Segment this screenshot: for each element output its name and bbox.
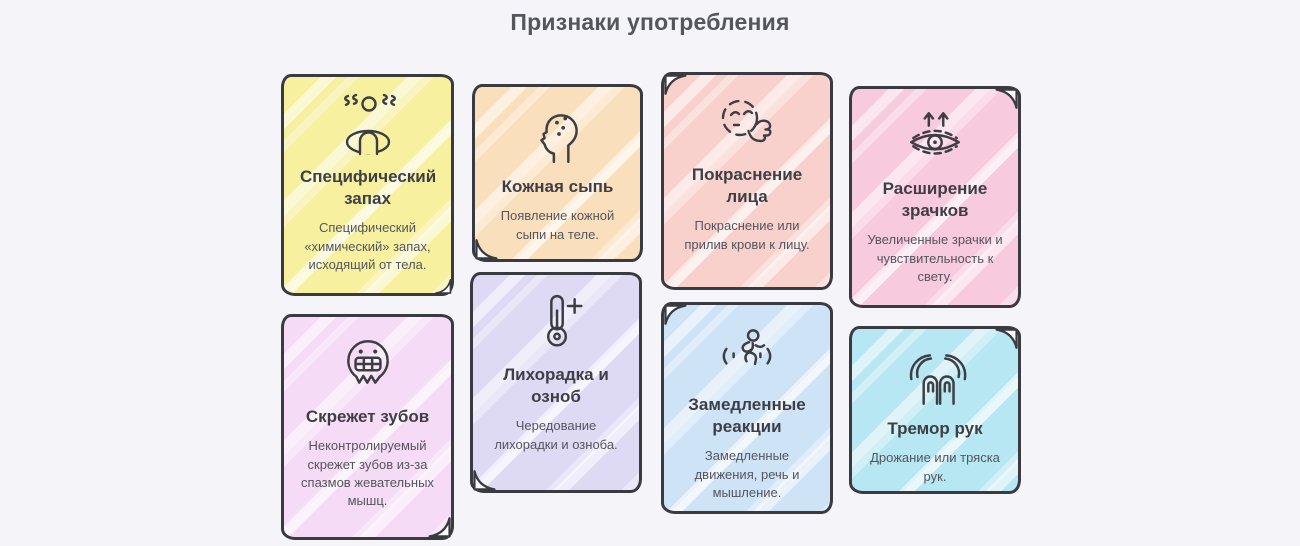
card-title: Расширение зрачков [882, 179, 988, 221]
head-rash-icon [485, 101, 630, 167]
card-description: Покраснение или прилив крови к лицу. [684, 218, 810, 252]
gritted-teeth-face-icon [294, 331, 441, 397]
card-description: Неконтролируемый скрежет зубов из-за спа… [301, 438, 434, 509]
folded-corner [435, 278, 452, 294]
card-title: Покраснение лица [691, 165, 803, 207]
dilated-pupil-eye-icon [862, 103, 1008, 169]
card-specific-smell: Специфический запах Специфический «химич… [281, 74, 454, 296]
folded-corner [664, 74, 687, 95]
card-description: Чередование лихорадки и озноба. [494, 418, 618, 452]
page-title: Признаки употребления [510, 9, 790, 35]
card-title: Тремор рук [887, 419, 983, 438]
thermometer-plus-icon [483, 289, 629, 355]
card-title: Кожная сыпь [501, 177, 614, 196]
slow-runner-icon [674, 319, 820, 385]
card-title: Лихорадка и озноб [503, 365, 609, 407]
card-hand-tremor: Тремор рук Дрожание или тряска рук. [849, 326, 1021, 494]
card-fever-chills: Лихорадка и озноб Чередование лихорадки … [470, 272, 642, 493]
card-title: Замедленные реакции [688, 395, 806, 437]
trembling-fingers-icon [862, 343, 1008, 409]
folded-corner [995, 328, 1018, 349]
card-teeth-grinding: Скрежет зубов Неконтролируемый скрежет з… [281, 314, 454, 540]
folded-corner [995, 88, 1018, 109]
card-description: Появление кожной сыпи на теле. [500, 208, 615, 242]
card-description: Специфический «химический» запах, исходя… [304, 220, 431, 273]
card-skin-rash: Кожная сыпь Появление кожной сыпи на тел… [472, 84, 643, 262]
folded-corner [664, 304, 687, 325]
flushed-face-icon [674, 89, 820, 155]
card-slow-reactions: Замедленные реакции Замедленные движения… [661, 302, 833, 514]
card-pupil-dilation: Расширение зрачков Увеличенные зрачки и … [849, 86, 1021, 308]
folded-corner [428, 517, 451, 538]
folded-corner [473, 470, 496, 491]
card-title: Скрежет зубов [305, 407, 430, 426]
card-description: Увеличенные зрачки и чувствительность к … [867, 232, 1003, 285]
body-odor-icon [294, 91, 441, 157]
card-description: Замедленные движения, речь и мышление. [694, 448, 800, 501]
card-face-redness: Покраснение лица Покраснение или прилив … [661, 72, 833, 290]
folded-corner [475, 239, 498, 260]
card-title: Специфический запах [300, 167, 437, 209]
card-description: Дрожание или тряска рук. [870, 450, 1000, 484]
